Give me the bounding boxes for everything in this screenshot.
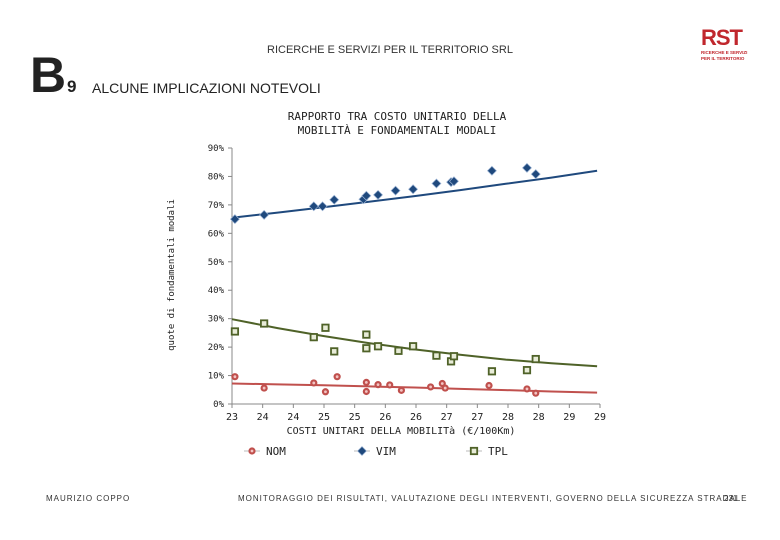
data-point-vim [408,184,419,195]
y-tick-label: 70% [208,201,225,211]
data-point-vim [373,189,384,200]
legend-label-tpl: TPL [488,445,508,458]
data-point-nom-core [364,390,368,393]
y-tick-label: 50% [208,258,225,268]
data-point-nom-core [487,384,491,387]
data-point-tpl [321,323,330,332]
trend-line-vim [231,169,598,219]
data-point-tpl [260,319,269,328]
data-point-vim [308,201,319,212]
y-tick-label: 90% [208,144,225,154]
chart-legend: NOM VIM TPL [244,445,508,458]
data-point-vim [486,165,497,176]
data-point-vim [431,178,442,189]
data-point-nom-core [364,380,368,384]
data-point-nom-core [440,382,444,385]
section-letter: B [30,47,67,103]
y-axis-label: quote di fondamentali modali [167,199,177,351]
legend-marker-tpl [469,446,479,456]
y-tick-label: 80% [208,172,225,182]
data-point-nom-core [534,391,538,395]
data-point-tpl [394,346,403,355]
data-point-tpl [362,344,371,353]
legend-label-vim: VIM [376,445,396,458]
data-point-vim [361,190,372,201]
data-point-vim [390,185,401,196]
data-point-tpl [449,352,459,361]
data-point-vim [448,176,459,187]
chart-title-line-2: MOBILITÀ E FONDAMENTALI MODALI [298,124,497,137]
x-tick-label: 23 [226,412,238,423]
logo-line-2: PER IL TERRITORIO [701,56,745,61]
x-axis: 23 24 24 25 25 26 26 27 27 28 28 29 29 [226,403,606,423]
x-tick-label: 29 [563,412,575,423]
x-tick-label: 24 [287,412,299,423]
x-tick-label: 28 [533,412,545,423]
x-axis-label: COSTI UNITARI DELLA MOBILITà (€/100Km) [287,425,516,437]
data-point-nom-core [443,386,447,390]
legend-label-nom: NOM [266,445,286,458]
x-tick-label: 24 [257,412,269,423]
chart-title-line-1: RAPPORTO TRA COSTO UNITARIO DELLA [288,110,507,123]
data-markers [229,162,541,397]
data-point-tpl [373,342,383,351]
x-tick-label: 26 [379,412,391,423]
data-point-nom-core [399,388,403,392]
data-point-nom-core [262,386,266,390]
footer-title: MONITORAGGIO DEI RISULTATI, VALUTAZIONE … [238,494,748,503]
data-point-vim [317,201,328,212]
data-point-nom-core [388,383,392,387]
data-point-nom-core [429,385,433,389]
data-point-nom-core [312,381,316,385]
data-point-nom-core [233,375,237,379]
section-number: 9 [67,77,77,96]
x-tick-label: 27 [471,412,483,423]
data-point-vim [229,214,240,225]
trend-line-nom [231,382,598,394]
data-point-tpl [522,366,532,375]
data-point-nom-core [525,387,529,391]
data-point-nom-core [376,383,380,387]
data-point-tpl [531,354,540,364]
x-tick-label: 25 [318,412,330,423]
y-tick-label: 40% [208,286,225,296]
data-point-tpl [230,327,240,336]
data-point-tpl [330,347,339,356]
data-point-tpl [487,367,497,376]
y-tick-label: 10% [208,372,225,382]
legend-marker-vim [357,446,367,456]
x-tick-label: 25 [349,412,361,423]
y-tick-label: 20% [208,343,225,353]
legend-marker-nom-core [250,449,254,453]
data-point-vim [329,194,340,205]
data-point-tpl [362,330,371,339]
page-number: 231 [724,494,738,503]
data-point-tpl [408,342,418,351]
logo-line-1: RICERCHE E SERVIZI [701,50,748,55]
footer-author: MAURIZIO COPPO [46,494,131,503]
organization-name: RICERCHE E SERVIZI PER IL TERRITORIO SRL [267,44,513,56]
data-point-nom-core [335,375,339,379]
y-tick-label: 60% [208,229,225,239]
data-point-tpl [309,333,318,342]
y-axis: 90% 80% 70% 60% 50% 40% 30% 20% 10% 0% [208,144,233,410]
data-point-tpl [432,351,441,360]
data-point-vim [259,209,270,220]
x-tick-label: 29 [594,412,606,423]
y-tick-label: 0% [213,400,224,410]
y-tick-label: 30% [208,315,225,325]
x-tick-label: 28 [502,412,514,423]
data-point-vim [521,162,532,173]
x-tick-label: 27 [441,412,453,423]
data-point-vim [530,169,541,180]
data-point-nom-core [324,390,327,394]
section-title: ALCUNE IMPLICAZIONI NOTEVOLI [92,80,321,96]
trend-lines [231,169,598,394]
x-tick-label: 26 [410,412,422,423]
